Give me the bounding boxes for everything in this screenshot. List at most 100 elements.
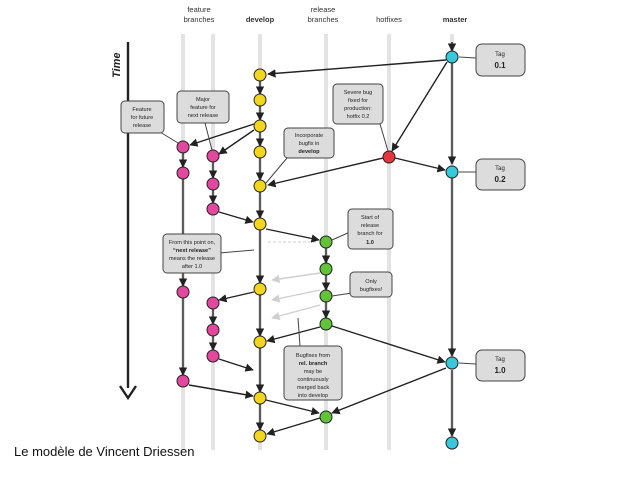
edge — [267, 59, 447, 78]
callout-line: release — [361, 223, 379, 229]
edge — [218, 291, 255, 303]
callout-line: bugfix in — [299, 141, 320, 147]
callout-box — [347, 208, 394, 250]
faint-arrows — [268, 241, 321, 321]
develop-commit — [253, 119, 267, 133]
feature-commit — [206, 296, 220, 310]
callout-line: Major — [196, 97, 210, 103]
callout-severe-bug: Severe bug fixed for production: hotfix … — [332, 83, 389, 152]
develop-commit — [253, 179, 267, 193]
feature-commit — [176, 166, 190, 180]
feature-commit — [176, 285, 190, 299]
callout-pointer — [379, 123, 389, 152]
callout-pointer — [331, 292, 353, 297]
hotfix-commit — [382, 150, 396, 164]
time-label: Time — [111, 53, 123, 78]
callout-line: Only — [365, 279, 377, 285]
edge — [331, 325, 446, 364]
callout-line: fixed for — [348, 98, 368, 104]
develop-commit — [253, 217, 267, 231]
callout-major-feature: Major feature for next release — [176, 90, 230, 151]
callout-feature-future: Feature for future release — [120, 100, 179, 144]
release-commit — [319, 410, 333, 424]
edge — [188, 384, 254, 399]
column-header-develop: develop — [246, 15, 275, 24]
develop-commit — [253, 68, 267, 82]
callout-pointer — [297, 317, 301, 347]
tag-label: Tag — [495, 52, 505, 58]
callout-line: rel. branch — [299, 361, 328, 367]
callout-line: 1.0 — [366, 240, 374, 246]
feature-commit — [206, 177, 220, 191]
release-commit — [319, 262, 333, 276]
callout-box — [349, 271, 393, 298]
tag-pointer — [458, 362, 477, 365]
callout-box — [332, 83, 384, 125]
faint-arrow-3 — [271, 304, 321, 321]
callout-line: Bugfixes from — [296, 353, 331, 359]
feature-commit — [176, 374, 190, 388]
edge — [391, 61, 448, 152]
develop-commit — [253, 282, 267, 296]
develop-commit — [253, 391, 267, 405]
release-commit — [319, 289, 333, 303]
column-header-release-line1: release — [311, 5, 336, 14]
feature-commit — [176, 140, 190, 154]
tag-version: 0.1 — [494, 61, 506, 70]
edge — [265, 228, 320, 243]
callout-line: means the release — [169, 256, 215, 262]
callout-line: merged back — [297, 385, 330, 391]
feature-commit — [206, 323, 220, 337]
edge — [189, 123, 255, 147]
tag-label: Tag — [495, 357, 505, 363]
tag-0-1: Tag 0.1 — [458, 43, 526, 77]
edge — [394, 157, 446, 173]
column-header-feature-line2: branches — [184, 15, 215, 24]
callout-only-bugfixes: Only bugfixes! — [331, 271, 393, 298]
callout-incorporate-bugfix: Incorporate bugfix in develop — [265, 127, 335, 184]
tag-1-0: Tag 1.0 — [458, 349, 526, 382]
callout-line: after 1.0 — [182, 264, 203, 270]
callout-box — [120, 100, 165, 134]
release-commit — [319, 317, 333, 331]
master-commit — [445, 356, 459, 370]
column-header-master: master — [443, 15, 468, 24]
tag-label: Tag — [495, 166, 505, 172]
callout-bugfixes-merged: Bugfixes from rel. branch may be continu… — [283, 317, 343, 401]
column-header-feature-line1: feature — [187, 5, 210, 14]
edge — [218, 129, 255, 155]
tag-callouts: Tag 0.1 Tag 0.2 Tag 1.0 — [458, 43, 526, 382]
column-header-hotfixes: hotfixes — [376, 15, 402, 24]
callout-line: feature for — [190, 105, 216, 111]
tag-box — [475, 349, 526, 382]
callout-line: Incorporate — [295, 133, 323, 139]
column-headers: feature branches develop release branche… — [184, 5, 468, 24]
tag-pointer — [458, 56, 477, 59]
time-axis: Time — [111, 42, 137, 401]
callout-line: bugfixes! — [360, 287, 383, 293]
callout-box — [283, 345, 343, 401]
faint-arrow-2 — [271, 289, 321, 303]
callout-line: hotfix 0.2 — [347, 114, 370, 120]
callout-line: branch for — [357, 231, 382, 237]
edge — [266, 417, 321, 436]
edge — [218, 211, 254, 224]
annotation-callouts: Feature for future release Major feature… — [120, 83, 394, 401]
edge — [218, 358, 254, 372]
edge — [265, 399, 320, 416]
callout-pointer — [331, 231, 351, 241]
callout-line: production: — [344, 106, 372, 112]
callout-line: Start of — [361, 215, 379, 221]
master-commit — [445, 165, 459, 179]
callout-pointer — [204, 122, 213, 151]
master-commit — [445, 50, 459, 64]
faint-arrow-1 — [271, 272, 321, 284]
callout-line: next release — [188, 113, 218, 119]
master-commit — [445, 436, 459, 450]
feature-commit — [206, 349, 220, 363]
callout-pointer — [159, 131, 179, 144]
develop-commit — [253, 335, 267, 349]
callout-line: “next release” — [173, 248, 211, 254]
callout-pointer — [265, 157, 288, 184]
column-header-release-line2: branches — [308, 15, 339, 24]
